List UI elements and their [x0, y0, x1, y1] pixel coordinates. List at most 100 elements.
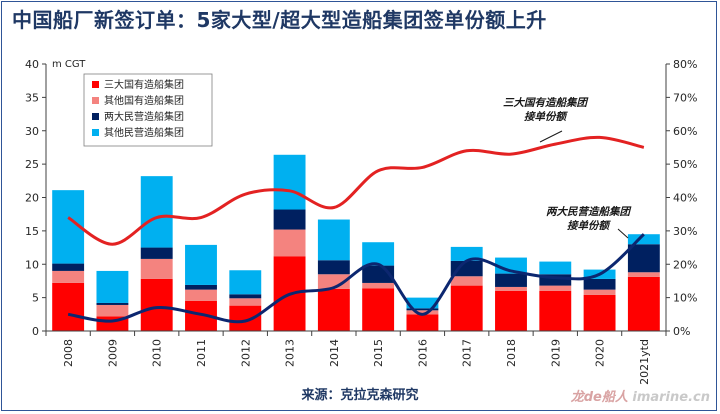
- right-tick-label: 50%: [673, 158, 697, 171]
- bar-segment-series-0: [362, 288, 395, 331]
- bar-segment-series-1: [627, 272, 660, 277]
- bar-segment-series-1: [362, 282, 395, 289]
- bar-segment-series-2: [140, 247, 173, 259]
- line-annotation-text: 两大民营造船集团: [546, 205, 631, 218]
- x-tick-label: 2009: [106, 339, 119, 367]
- left-tick-label: 5: [32, 292, 39, 305]
- bar-segment-series-2: [229, 294, 262, 299]
- left-tick-label: 15: [25, 225, 39, 238]
- bar-segment-series-1: [539, 285, 572, 291]
- right-tick-label: 30%: [673, 225, 697, 238]
- bar-segment-series-1: [495, 286, 527, 291]
- left-tick-label: 20: [25, 192, 39, 205]
- right-tick-label: 80%: [673, 58, 697, 71]
- bar-segment-series-0: [317, 288, 350, 331]
- source-note: 来源：克拉克森研究: [301, 388, 419, 403]
- x-tick-label: 2018: [505, 339, 518, 367]
- bar-segment-series-2: [96, 302, 129, 305]
- bar-segment-series-2: [495, 273, 527, 287]
- bar-segment-series-1: [317, 274, 350, 289]
- watermark: 龙de船人 imarine.cn: [571, 386, 710, 405]
- right-tick-label: 40%: [673, 192, 697, 205]
- bar-segment-series-0: [495, 290, 527, 331]
- annotation-pointer: [617, 228, 629, 239]
- bar-segment-series-2: [317, 260, 350, 275]
- left-axis-unit: m CGT: [52, 59, 86, 70]
- legend-box: [83, 73, 213, 147]
- bar-segment-series-2: [627, 244, 660, 273]
- share-line-0: [67, 135, 645, 246]
- bar-segment-series-0: [140, 278, 173, 331]
- bar-segment-series-3: [406, 297, 439, 309]
- bar-stacks: [52, 154, 660, 331]
- bar-segment-series-2: [583, 278, 616, 290]
- bar-segment-series-0: [406, 314, 439, 331]
- bar-segment-series-3: [450, 246, 483, 261]
- left-tick-label: 35: [25, 91, 39, 104]
- bar-segment-series-0: [229, 305, 262, 331]
- legend-swatch: [92, 129, 99, 136]
- left-tick-label: 25: [25, 158, 39, 171]
- x-tick-label: 2011: [195, 339, 208, 367]
- right-tick-label: 20%: [673, 258, 697, 271]
- chart-title: 中国船厂新签订单：5家大型/超大型造船集团签单份额上升: [12, 8, 547, 32]
- x-tick-label: 2015: [372, 339, 385, 367]
- bar-segment-series-0: [583, 294, 616, 331]
- left-tick-label: 30: [25, 125, 39, 138]
- bar-segment-series-3: [627, 234, 660, 245]
- annotation-pointer: [539, 130, 563, 143]
- bar-segment-series-1: [583, 289, 616, 295]
- x-tick-label: 2016: [416, 339, 429, 367]
- bar-segment-series-2: [450, 260, 483, 277]
- bar-segment-series-3: [273, 154, 306, 210]
- right-tick-label: 0%: [673, 325, 690, 338]
- bar-segment-series-1: [273, 229, 306, 257]
- bar-segment-series-3: [96, 270, 129, 303]
- line-annotation-text: 接单份额: [567, 219, 611, 232]
- bar-segment-series-1: [406, 310, 439, 315]
- bar-segment-series-3: [539, 261, 572, 275]
- bar-segment-series-3: [229, 270, 262, 295]
- share-line-1: [67, 233, 645, 324]
- right-tick-label: 10%: [673, 292, 697, 305]
- x-tick-label: 2014: [328, 339, 341, 367]
- x-tick-label: 2008: [62, 339, 75, 367]
- bar-segment-series-1: [229, 298, 262, 306]
- bar-segment-series-3: [317, 219, 350, 261]
- bar-segment-series-1: [52, 270, 85, 283]
- x-tick-label: 2021ytd: [638, 339, 651, 385]
- line-annotation-text: 接单份额: [524, 110, 568, 123]
- x-tick-label: 2010: [151, 339, 164, 367]
- x-tick-label: 2012: [239, 339, 252, 367]
- share-lines: [67, 135, 645, 324]
- bar-segment-series-1: [450, 276, 483, 286]
- bar-segment-series-2: [273, 209, 306, 230]
- legend-label: 三大国有造船集团: [104, 78, 184, 91]
- bar-segment-series-3: [362, 242, 395, 266]
- watermark-site: imarine.cn: [632, 390, 710, 405]
- right-tick-label: 60%: [673, 125, 697, 138]
- x-tick-label: 2020: [594, 339, 607, 367]
- right-axis: 0% 10% 20% 30% 40% 50% 60% 70% 80%: [665, 58, 697, 338]
- watermark-brand: 龙de船人: [570, 390, 628, 405]
- left-axis: 0 5 10 15 20 25 30 35 40 m CGT: [25, 58, 86, 338]
- bar-segment-series-0: [627, 276, 660, 331]
- left-tick-label: 0: [32, 325, 39, 338]
- x-tick-label: 2013: [284, 339, 297, 367]
- bar-segment-series-2: [539, 274, 572, 286]
- line-annotation-text: 三大国有造船集团: [503, 96, 588, 109]
- legend-swatch: [92, 81, 99, 88]
- bar-segment-series-3: [140, 176, 173, 248]
- left-tick-label: 40: [25, 58, 39, 71]
- bar-segment-series-0: [539, 290, 572, 331]
- right-tick-label: 70%: [673, 91, 697, 104]
- bar-segment-series-1: [185, 289, 217, 301]
- bar-segment-series-1: [140, 258, 173, 279]
- legend-swatch: [92, 113, 99, 120]
- bar-segment-series-1: [96, 304, 129, 317]
- bar-segment-series-0: [450, 285, 483, 331]
